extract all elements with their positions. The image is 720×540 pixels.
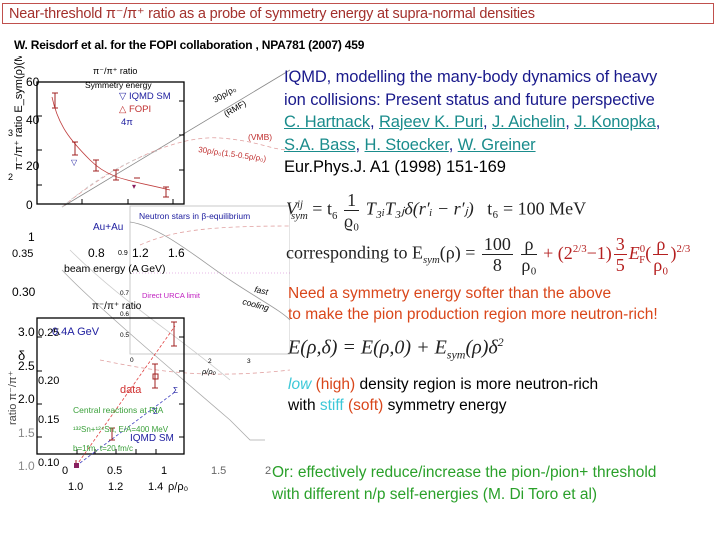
svg-text:3: 3 bbox=[8, 128, 13, 138]
svg-text:3.0: 3.0 bbox=[18, 325, 35, 339]
reference-authors-line-2: S.A. Bass, H. Stoecker, W. Greiner bbox=[284, 135, 536, 154]
svg-text:π⁻/π⁺ ratio: π⁻/π⁺ ratio bbox=[92, 301, 142, 312]
upper-ratio-plot-frame bbox=[36, 81, 185, 205]
svg-text:0.30: 0.30 bbox=[12, 285, 36, 299]
svg-text:ρ/ρ₀: ρ/ρ₀ bbox=[201, 367, 216, 376]
svg-text:data: data bbox=[120, 384, 142, 396]
svg-text:beam energy (A GeV): beam energy (A GeV) bbox=[64, 263, 166, 275]
density-region-text: low (high) density region is more neutro… bbox=[288, 376, 599, 414]
need-softer-symmetry-text: Need a symmetry energy softer than the a… bbox=[288, 285, 658, 323]
svg-text:20: 20 bbox=[26, 159, 40, 173]
svg-text:1.4: 1.4 bbox=[148, 481, 163, 493]
svg-text:0.35: 0.35 bbox=[12, 248, 33, 260]
svg-text:1.0: 1.0 bbox=[68, 481, 83, 493]
svg-text:1.2: 1.2 bbox=[108, 481, 123, 493]
svg-text:π⁻/π⁺ ratio: π⁻/π⁺ ratio bbox=[93, 66, 137, 76]
reference-title-line-1: IQMD, modelling the many-body dynamics o… bbox=[284, 68, 658, 86]
svg-text:2: 2 bbox=[8, 172, 13, 182]
author-link-bass[interactable]: S.A. Bass bbox=[284, 135, 356, 154]
svg-text:Σ: Σ bbox=[153, 407, 158, 416]
svg-text:30ρ/ρ₀(1.5-0.5ρ/ρ₀): 30ρ/ρ₀(1.5-0.5ρ/ρ₀) bbox=[198, 145, 267, 163]
reference-title-line-2: ion collisions: Present status and futur… bbox=[284, 90, 655, 109]
author-link-stoecker[interactable]: H. Stoecker bbox=[364, 135, 449, 154]
svg-text:1: 1 bbox=[161, 465, 167, 477]
svg-text:0.15: 0.15 bbox=[38, 414, 59, 426]
svg-text:30ρ/ρ₀: 30ρ/ρ₀ bbox=[211, 83, 238, 104]
citation-subtitle: W. Reisdorf et al. for the FOPI collabor… bbox=[14, 38, 365, 52]
author-link-puri[interactable]: Rajeev K. Puri bbox=[378, 113, 484, 131]
svg-text:0.5: 0.5 bbox=[120, 332, 129, 339]
eos-formula: E(ρ,δ) = E(ρ,0) + Esym(ρ)δ2 bbox=[288, 335, 504, 362]
symmetry-potential-formula: Vijsym = t6 1 ϱ₀ T₃ᵢT₃ⱼδ(r′ᵢ − r′ⱼ) t₆ = … bbox=[286, 190, 587, 231]
figure-svg: 60 40 20 0 1 3 2 0.35 0.8 1.2 1.6 0.9 π⁻… bbox=[7, 56, 290, 493]
reference-authors-line-1: C. Hartnack, Rajeev K. Puri, J. Aichelin… bbox=[284, 113, 661, 131]
svg-text:ρ/ρ₀: ρ/ρ₀ bbox=[168, 481, 188, 493]
svg-text:fast: fast bbox=[254, 284, 270, 297]
svg-text:Σ: Σ bbox=[173, 386, 178, 395]
svg-text:3: 3 bbox=[247, 358, 251, 365]
svg-text:1.5: 1.5 bbox=[211, 465, 226, 477]
author-link-konopka[interactable]: J. Konopka bbox=[574, 113, 656, 131]
svg-text:0.25: 0.25 bbox=[38, 327, 59, 339]
svg-text:Central reactions at RIA: Central reactions at RIA bbox=[73, 405, 164, 415]
svg-text:IQMD SM: IQMD SM bbox=[130, 433, 174, 444]
author-link-greiner[interactable]: W. Greiner bbox=[457, 135, 536, 154]
svg-text:(VMB): (VMB) bbox=[248, 132, 272, 142]
svg-text:0: 0 bbox=[26, 198, 33, 212]
svg-text:0.9: 0.9 bbox=[118, 250, 128, 257]
svg-text:2.5: 2.5 bbox=[18, 359, 35, 373]
neutron-star-panel-frame bbox=[129, 205, 290, 355]
svg-text:(RMF): (RMF) bbox=[222, 98, 248, 119]
svg-text:▾: ▾ bbox=[132, 182, 136, 191]
slide-title: Near-threshold π⁻/π⁺ ratio as a probe of… bbox=[9, 6, 535, 22]
svg-text:Au+Au: Au+Au bbox=[93, 222, 123, 233]
author-link-aichelin[interactable]: J. Aichelin bbox=[492, 113, 566, 131]
composite-figure: 60 40 20 0 1 3 2 0.35 0.8 1.2 1.6 0.9 π⁻… bbox=[0, 56, 290, 496]
svg-text:π⁻/π⁺ ratio E_sym(ρ)(MeV): π⁻/π⁺ ratio E_sym(ρ)(MeV) bbox=[13, 56, 25, 170]
svg-text:0: 0 bbox=[130, 357, 134, 364]
svg-text:0.6: 0.6 bbox=[120, 311, 129, 318]
author-link-hartnack[interactable]: C. Hartnack bbox=[284, 113, 371, 131]
svg-text:Direct URCA limit: Direct URCA limit bbox=[142, 291, 201, 300]
svg-text:cooling: cooling bbox=[241, 296, 270, 313]
reference-journal: Eur.Phys.J. A1 (1998) 151-169 bbox=[284, 158, 506, 176]
svg-text:ratio π⁻/π⁺: ratio π⁻/π⁺ bbox=[7, 371, 19, 425]
svg-text:0.10: 0.10 bbox=[38, 457, 59, 469]
svg-text:2.0: 2.0 bbox=[18, 392, 35, 406]
svg-text:1.0: 1.0 bbox=[18, 459, 35, 473]
svg-text:0.7: 0.7 bbox=[120, 290, 129, 297]
svg-text:▽ IQMD SM: ▽ IQMD SM bbox=[119, 91, 171, 102]
lower-ratio-plot-frame bbox=[36, 317, 185, 455]
svg-text:60: 60 bbox=[26, 75, 40, 89]
svg-text:¹³²Sn+¹²⁴Sn, E/A=400 MeV: ¹³²Sn+¹²⁴Sn, E/A=400 MeV bbox=[73, 425, 169, 434]
alternative-threshold-text: Or: effectively reduce/increase the pion… bbox=[272, 464, 657, 503]
esym-formula: corresponding to Esym(ρ) = 100 8 ρ ρ₀ + (2… bbox=[286, 234, 691, 275]
svg-text:Neutron stars in β-equilibrium: Neutron stars in β-equilibrium bbox=[139, 211, 250, 221]
svg-text:0.8: 0.8 bbox=[88, 246, 105, 260]
svg-text:Symmetry energy: Symmetry energy bbox=[85, 80, 152, 90]
slide-title-box: Near-threshold π⁻/π⁺ ratio as a probe of… bbox=[2, 3, 714, 24]
svg-text:b=1fm, t=20 fm/c: b=1fm, t=20 fm/c bbox=[73, 444, 133, 453]
svg-text:0.4A GeV: 0.4A GeV bbox=[52, 326, 100, 338]
svg-text:40: 40 bbox=[26, 113, 40, 127]
svg-text:2: 2 bbox=[208, 358, 212, 365]
svg-text:0.20: 0.20 bbox=[38, 375, 59, 387]
svg-text:1.2: 1.2 bbox=[132, 246, 149, 260]
svg-text:1.5: 1.5 bbox=[18, 426, 35, 440]
svg-text:1: 1 bbox=[28, 230, 35, 244]
svg-text:△ FOPI: △ FOPI bbox=[119, 104, 151, 115]
svg-text:▽: ▽ bbox=[71, 158, 78, 167]
svg-text:4π: 4π bbox=[121, 117, 133, 128]
svg-text:0.5: 0.5 bbox=[107, 465, 122, 477]
svg-text:δ: δ bbox=[18, 348, 25, 363]
svg-text:1.6: 1.6 bbox=[168, 246, 185, 260]
svg-text:0: 0 bbox=[62, 465, 68, 477]
svg-text:2: 2 bbox=[265, 465, 271, 477]
iqmd-reference: IQMD, modelling the many-body dynamics o… bbox=[284, 66, 660, 179]
